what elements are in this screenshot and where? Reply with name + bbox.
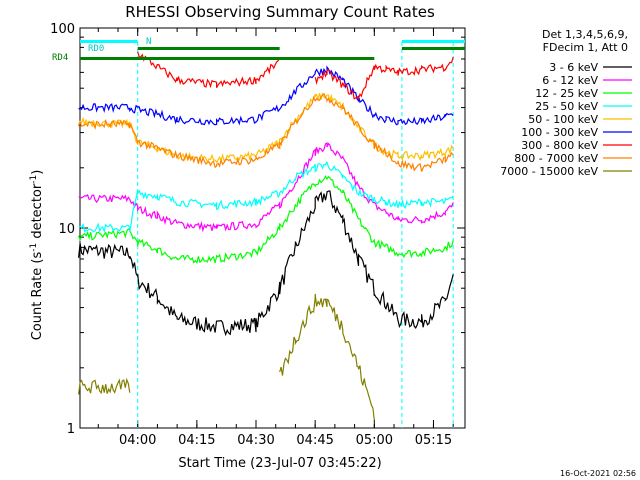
series-line-3 (78, 161, 454, 234)
rd4-label: RD4 (52, 53, 68, 63)
y-axis-label-text: Count Rate (s (30, 252, 45, 341)
y-tick-label: 1 (67, 422, 75, 437)
legend: Det 1,3,4,5,6,9,FDecim 1, Att 0 3 - 6 keV… (500, 28, 632, 178)
legend-label: 25 - 50 keV (535, 100, 598, 113)
series-line-8 (78, 293, 375, 421)
x-axis-label: Start Time (23-Jul-07 03:45:22) (178, 456, 381, 471)
rd4-bar (80, 57, 375, 60)
series-line-0 (78, 190, 454, 337)
legend-label: 12 - 25 keV (535, 87, 598, 100)
n-label: N (146, 37, 151, 47)
observing-flag-bars: RD0 N RD4 (52, 37, 465, 63)
n-bar (401, 40, 465, 43)
series-line-5 (78, 65, 454, 126)
plot-axes: 04:00 04:15 04:30 04:45 05:00 05:15 1 10 100 (50, 22, 466, 448)
legend-label: 300 - 800 keV (521, 139, 598, 152)
rd0-bar (80, 40, 138, 43)
legend-label: 800 - 7000 keV (514, 152, 598, 165)
series-layer (78, 51, 454, 421)
series-line-2 (78, 175, 454, 265)
generation-timestamp: 16-Oct-2021 02:56 (560, 469, 636, 478)
x-tick-label: 04:45 (296, 433, 333, 448)
rd4-bar-upper-right (401, 47, 465, 50)
y-axis-label-tail: detector (30, 183, 45, 243)
y-axis-label: Count Rate (s-1 detector-1) (29, 170, 45, 341)
series-line-1 (78, 141, 454, 233)
x-tick-label: 04:30 (237, 433, 274, 448)
series-line-7 (78, 92, 454, 172)
legend-header-line: FDecim 1, Att 0 (543, 41, 628, 54)
x-tick-label: 05:15 (415, 433, 452, 448)
series-line-6 (137, 51, 454, 101)
legend-header-line: Det 1,3,4,5,6,9, (542, 28, 628, 41)
rd0-label: RD0 (88, 44, 104, 54)
legend-label: 6 - 12 keV (542, 74, 598, 87)
x-tick-label: 04:15 (178, 433, 215, 448)
legend-label: 100 - 300 keV (521, 126, 598, 139)
legend-label: 3 - 6 keV (549, 61, 598, 74)
y-tick-label: 10 (58, 222, 75, 237)
x-tick-label: 05:00 (356, 433, 393, 448)
y-axis-label-end: ) (30, 170, 45, 175)
y-tick-label: 100 (50, 22, 75, 37)
legend-label: 7000 - 15000 keV (500, 165, 598, 178)
legend-label: 50 - 100 keV (528, 113, 598, 126)
y-axis-label-sup: -1 (29, 243, 39, 252)
rd4-bar-upper (137, 47, 280, 50)
x-tick-label: 04:00 (119, 433, 156, 448)
y-axis-label-sup2: -1 (29, 175, 39, 184)
chart-title: RHESSI Observing Summary Count Rates (125, 3, 435, 21)
